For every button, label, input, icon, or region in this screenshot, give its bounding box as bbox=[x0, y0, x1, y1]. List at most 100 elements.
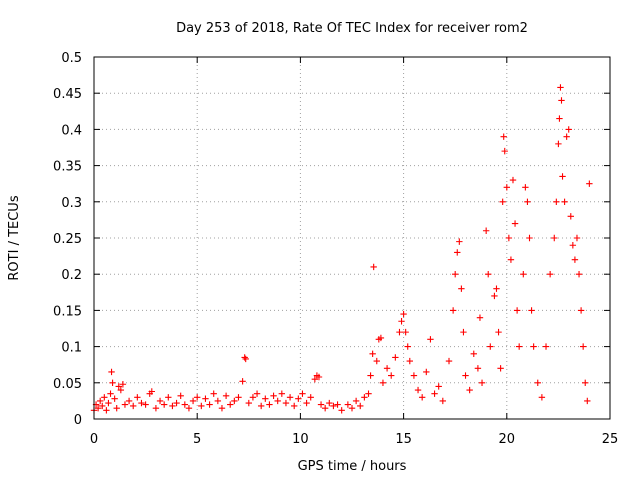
y-tick-label: 0.3 bbox=[61, 196, 82, 211]
data-point bbox=[491, 292, 498, 300]
data-point bbox=[579, 343, 587, 350]
y-tick-label: 0.1 bbox=[61, 341, 82, 356]
data-point bbox=[142, 401, 149, 408]
data-point bbox=[206, 401, 213, 408]
data-point bbox=[454, 249, 461, 256]
data-point bbox=[505, 234, 513, 242]
data-point bbox=[410, 372, 418, 379]
data-point bbox=[169, 402, 176, 410]
data-point bbox=[563, 133, 570, 140]
data-point bbox=[418, 394, 426, 401]
axis-ticks bbox=[93, 56, 611, 420]
data-point bbox=[522, 184, 529, 191]
y-tick-labels: 0 0.05 0.1 0.15 0.2 0.25 0.3 0.35 0.4 0.45 0.5 bbox=[53, 51, 82, 428]
data-point bbox=[423, 368, 430, 376]
data-point bbox=[482, 227, 490, 234]
data-point bbox=[152, 404, 160, 412]
data-point bbox=[470, 350, 477, 358]
data-point bbox=[577, 307, 585, 314]
x-tick-label: 0 bbox=[90, 432, 98, 447]
data-point bbox=[210, 390, 217, 397]
y-tick-label: 0.2 bbox=[61, 268, 82, 283]
data-point bbox=[242, 355, 249, 363]
x-axis-label: GPS time / hours bbox=[298, 459, 407, 474]
data-point bbox=[452, 271, 459, 278]
data-point bbox=[107, 390, 114, 397]
data-point bbox=[115, 383, 122, 390]
data-point bbox=[262, 395, 269, 402]
data-point bbox=[478, 379, 486, 386]
data-point bbox=[567, 213, 574, 220]
data-point bbox=[315, 373, 323, 381]
chart-title: Day 253 of 2018, Rate Of TEC Index for r… bbox=[176, 21, 528, 36]
data-point bbox=[373, 357, 380, 365]
data-point bbox=[561, 198, 568, 205]
data-point bbox=[111, 395, 118, 402]
data-point bbox=[476, 314, 484, 321]
data-point bbox=[575, 271, 583, 278]
data-point bbox=[99, 402, 106, 410]
data-point bbox=[435, 383, 442, 390]
data-point bbox=[458, 285, 465, 292]
data-point bbox=[515, 343, 523, 350]
data-point bbox=[130, 402, 137, 410]
data-point bbox=[485, 271, 492, 278]
data-point bbox=[330, 402, 337, 410]
data-point bbox=[299, 390, 306, 397]
data-point bbox=[101, 394, 108, 401]
data-point bbox=[499, 198, 506, 205]
data-point bbox=[495, 328, 502, 336]
data-point bbox=[249, 394, 257, 401]
data-point bbox=[513, 307, 521, 314]
data-point bbox=[156, 397, 164, 405]
data-point bbox=[307, 394, 314, 401]
data-point bbox=[103, 407, 110, 414]
x-tick-label: 20 bbox=[499, 432, 516, 447]
data-point bbox=[291, 402, 298, 410]
y-tick-label: 0.45 bbox=[53, 87, 82, 102]
data-point bbox=[555, 140, 562, 148]
data-point bbox=[365, 390, 372, 397]
data-point bbox=[556, 115, 563, 122]
data-point bbox=[474, 365, 482, 372]
data-point bbox=[569, 242, 577, 249]
data-point bbox=[303, 399, 310, 407]
data-point bbox=[148, 388, 155, 395]
data-point bbox=[113, 404, 120, 412]
data-point bbox=[558, 97, 565, 104]
data-point bbox=[231, 397, 238, 405]
data-point bbox=[117, 386, 125, 394]
y-tick-label: 0 bbox=[74, 413, 82, 428]
data-point bbox=[501, 147, 508, 155]
data-point bbox=[460, 328, 467, 336]
data-point bbox=[94, 404, 102, 412]
x-tick-label: 25 bbox=[602, 432, 619, 447]
data-point bbox=[266, 401, 273, 408]
data-point bbox=[487, 343, 494, 350]
data-point bbox=[108, 368, 115, 376]
data-point bbox=[361, 394, 368, 401]
y-tick-label: 0.4 bbox=[61, 123, 82, 138]
data-point bbox=[321, 404, 329, 412]
y-tick-label: 0.15 bbox=[53, 304, 82, 319]
data-point bbox=[165, 394, 172, 401]
data-point bbox=[344, 401, 352, 408]
data-point bbox=[439, 397, 447, 405]
data-point bbox=[239, 378, 246, 385]
y-tick-label: 0.35 bbox=[53, 160, 82, 175]
data-point bbox=[185, 404, 193, 412]
data-point bbox=[396, 328, 403, 336]
data-point bbox=[584, 397, 591, 405]
data-point bbox=[189, 397, 197, 405]
data-point bbox=[538, 394, 546, 401]
data-point bbox=[530, 343, 537, 350]
data-point bbox=[400, 310, 407, 318]
data-points bbox=[90, 84, 593, 414]
y-axis-label: ROTI / TECUs bbox=[7, 195, 22, 280]
data-point bbox=[214, 397, 222, 405]
data-point bbox=[528, 307, 535, 314]
data-point bbox=[218, 404, 226, 412]
data-point bbox=[235, 394, 242, 401]
data-point bbox=[125, 397, 133, 405]
data-point bbox=[462, 372, 469, 379]
